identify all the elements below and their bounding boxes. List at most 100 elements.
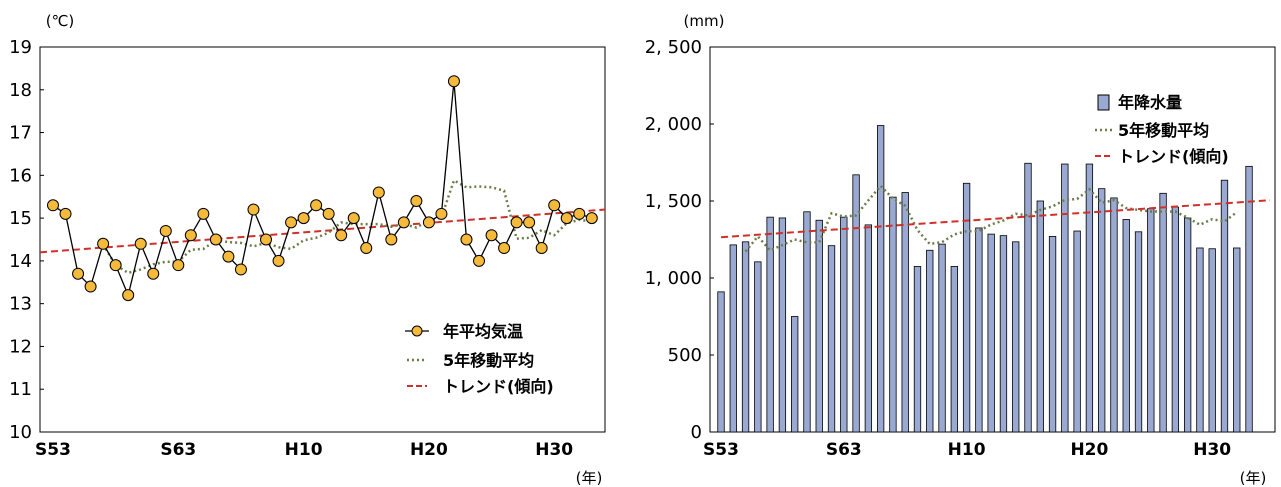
right-unit-label: (mm)	[684, 12, 725, 30]
left-plot-frame	[39, 46, 606, 433]
precipitation-bar	[1024, 162, 1032, 433]
temperature-point	[322, 207, 335, 220]
temperature-point	[335, 229, 348, 242]
precipitation-bar	[1147, 208, 1155, 433]
right-ytick-label: 1, 500	[645, 191, 702, 212]
right-ytick-label: 2, 000	[645, 114, 702, 135]
temperature-point	[360, 242, 373, 255]
left-ytick-label: 11	[9, 379, 32, 400]
precipitation-bar	[1208, 248, 1216, 433]
left-ytick-label: 10	[9, 422, 32, 443]
temperature-point	[122, 289, 135, 302]
temperature-point	[172, 259, 185, 272]
legend-temp-marker	[411, 325, 423, 337]
temperature-point	[560, 212, 573, 225]
left-x-unit-label: (年)	[576, 469, 603, 487]
temperature-point	[159, 224, 172, 237]
legend-temp-label: 年平均気温	[443, 322, 523, 341]
precipitation-bar	[1085, 163, 1094, 433]
right-x-unit-label: (年)	[1240, 469, 1267, 487]
precipitation-bar	[1233, 247, 1241, 433]
temperature-point	[372, 186, 385, 199]
temperature-point	[47, 199, 59, 212]
temperature-point	[410, 195, 423, 207]
precipitation-bar	[1012, 241, 1020, 433]
right-x-axis: S53 S63 H10 H20 H30	[703, 440, 1231, 460]
temperature-point	[435, 207, 448, 220]
precipitation-bar	[1159, 192, 1167, 433]
right-xtick-label: S63	[826, 440, 862, 460]
left-ytick-label: 16	[9, 165, 32, 186]
precipitation-bar	[1220, 179, 1229, 433]
temperature-point	[548, 199, 561, 212]
temperature-point	[585, 212, 598, 225]
precipitation-bar	[754, 261, 762, 433]
temperature-point	[109, 259, 122, 272]
temperature-point	[272, 254, 285, 267]
left-unit-label: (℃)	[46, 12, 75, 30]
temperature-point	[447, 75, 460, 88]
left-trend-line	[39, 208, 606, 254]
left-legend: 年平均気温 5年移動平均 トレンド(傾向)	[405, 322, 554, 396]
left-xtick-label: H10	[285, 440, 323, 460]
left-xtick-label: H20	[410, 440, 448, 460]
temperature-point	[59, 207, 72, 220]
precipitation-bar	[1196, 247, 1204, 433]
precipitation-bar	[975, 227, 983, 433]
right-ytick-label: 500	[668, 345, 702, 366]
temperature-point	[97, 237, 110, 250]
precipitation-bar	[1048, 236, 1057, 433]
precipitation-bar	[962, 182, 971, 433]
precipitation-bar	[1073, 230, 1081, 433]
precipitation-bar	[827, 245, 836, 433]
precipitation-bar	[741, 241, 750, 433]
temperature-point	[134, 237, 147, 250]
precipitation-bar	[1061, 163, 1069, 433]
precipitation-bar	[1036, 200, 1044, 433]
left-ytick-label: 14	[9, 251, 32, 272]
right-moving-average-line	[744, 184, 1238, 253]
precipitation-bar	[1245, 165, 1253, 433]
left-ytick-label: 19	[9, 37, 32, 58]
left-temperature-line	[52, 81, 592, 298]
right-y-axis: 0 500 1, 000 1, 500 2, 000 2, 500	[645, 37, 714, 443]
precipitation-bar	[1110, 197, 1118, 433]
temperature-point	[72, 267, 85, 280]
legend-ma-label-left: 5年移動平均	[443, 351, 534, 370]
precipitation-chart: (mm) 0 500 1, 000 1, 500 2, 000 2, 500 S53 S63…	[645, 12, 1276, 487]
temperature-point	[197, 207, 210, 220]
right-trend-line	[720, 199, 1271, 239]
precipitation-bar	[729, 244, 737, 433]
precipitation-bar	[852, 174, 860, 433]
legend-bar-swatch	[1097, 94, 1110, 111]
temperature-point	[573, 207, 586, 220]
right-ytick-label: 1, 000	[645, 268, 702, 289]
left-ytick-label: 13	[9, 294, 32, 315]
left-ytick-label: 18	[9, 80, 32, 101]
precipitation-bar	[1183, 217, 1192, 433]
precipitation-bar	[926, 249, 934, 433]
right-xtick-label: S53	[703, 440, 739, 460]
temperature-point	[234, 263, 247, 276]
temperature-point	[222, 250, 235, 263]
temperature-point	[485, 229, 498, 242]
left-y-axis: 10 11 12 13 14 15 16 17 18 19	[9, 37, 44, 443]
precipitation-bar	[1122, 219, 1130, 433]
legend-ma-label-right: 5年移動平均	[1118, 121, 1209, 140]
temperature-point	[523, 216, 536, 229]
left-xtick-label: H30	[535, 440, 573, 460]
precipitation-bar	[876, 125, 885, 433]
temperature-point	[184, 229, 197, 242]
precipitation-bar	[999, 235, 1008, 433]
left-moving-average-line	[102, 178, 592, 275]
temperature-point	[498, 242, 511, 255]
temperature-point	[147, 267, 160, 280]
temperature-chart: (℃) 10 11 12 13 14 15 16 17 18 19 S53 S63 H10 H20 H30…	[9, 12, 606, 487]
right-ytick-label: 2, 500	[645, 37, 702, 58]
precipitation-bar	[938, 243, 946, 433]
precipitation-bar	[950, 266, 958, 433]
precipitation-bar	[1098, 188, 1106, 433]
temperature-point	[209, 233, 222, 246]
right-chart-marks	[717, 125, 1271, 433]
temperature-point	[260, 233, 273, 246]
